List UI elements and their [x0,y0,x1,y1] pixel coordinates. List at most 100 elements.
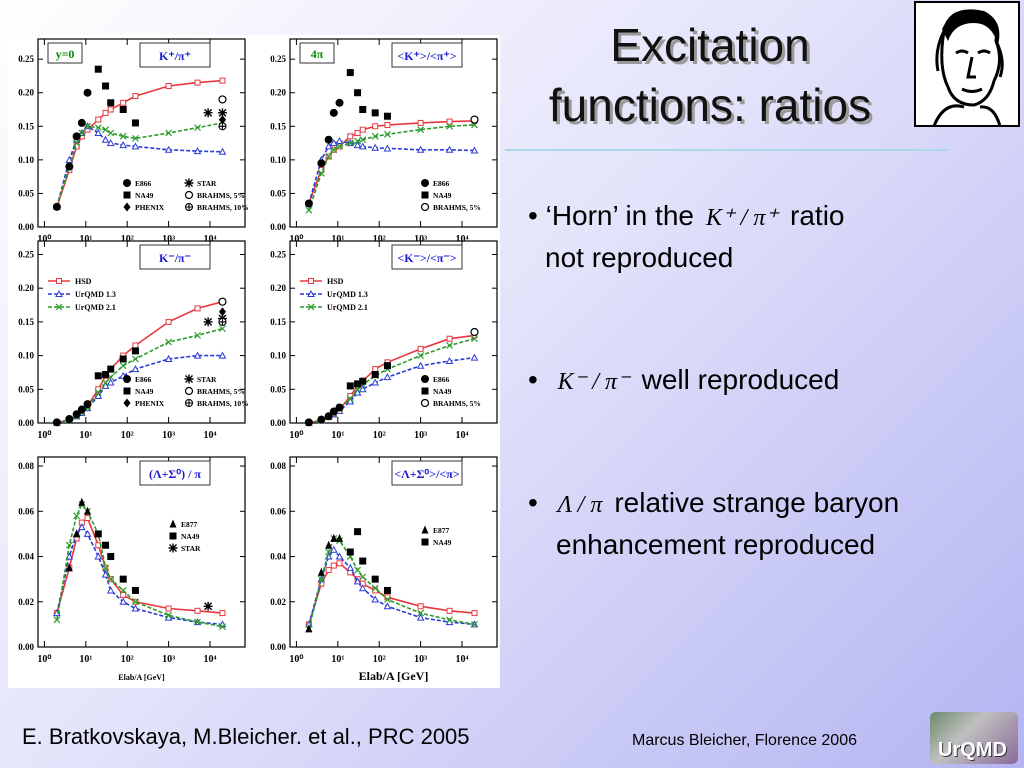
model-point [336,560,343,567]
x-tick-label: 10⁴ [456,430,469,441]
legend-marker [307,303,315,311]
data-point [72,132,81,141]
data-point [203,317,213,327]
x-tick-label: 10¹ [331,234,344,245]
bullet-text: enhancement reproduced [556,529,876,560]
legend-marker [184,178,194,188]
legend-label: UrQMD 2.1 [75,303,116,312]
y-tick-label: 0.15 [270,121,286,131]
data-point [77,405,86,414]
x-axis-label: Elab/A [GeV] [359,669,429,683]
x-tick-label: 10³ [162,234,175,245]
model-point [106,378,115,386]
legend-label: UrQMD 2.1 [327,303,368,312]
data-point [52,418,61,427]
legend-marker [420,398,430,408]
data-point [119,575,127,583]
model-point [73,512,81,520]
data-point [317,567,325,576]
data-point [83,88,92,97]
x-tick-label: 10⁰ [289,234,303,245]
panel-tag: 4π [311,47,324,61]
bullet-math: K⁻ / π⁻ [557,369,630,395]
model-point [194,124,201,132]
panel-label: <Λ+Σ⁰>/<π> [394,467,460,481]
y-tick-label: 0.25 [270,249,286,259]
model-point [132,598,139,606]
y-tick-label: 0.15 [18,317,34,327]
x-tick-label: 10³ [414,234,427,245]
footer-author: Marcus Bleicher, Florence 2006 [632,732,857,749]
legend-label: UrQMD 1.3 [75,290,116,299]
data-point [131,347,139,355]
panel-label-box [139,244,211,270]
model-point [94,124,102,132]
bullet-text: relative strange baryon [614,487,900,518]
y-tick-label: 0.15 [270,317,286,327]
plot-frame [289,456,498,648]
model-point [101,570,110,578]
data-point [346,548,354,556]
model-point [53,616,61,624]
legend-label: BRAHMS, 5% [197,191,245,200]
model-point [383,144,392,152]
model-point [102,564,109,572]
data-point [371,575,379,583]
legend-label: E866 [135,179,152,188]
model-point [193,147,202,155]
slide-title: Excitation [610,19,810,71]
legend-marker [308,278,314,284]
model-point [336,143,343,150]
model-point [471,620,478,628]
legend-label: NA49 [135,387,154,396]
model-point [417,119,424,126]
y-tick-label: 0.05 [18,188,34,198]
legend-marker [123,202,131,212]
model-point [193,351,202,359]
model-point [194,79,201,86]
legend-label: NA49 [135,191,154,200]
legend-marker [123,387,131,395]
model-point [95,116,102,123]
model-point [446,122,453,130]
legend-label: STAR [181,544,201,553]
model-point [416,145,425,153]
data-point [52,202,61,211]
x-tick-label: 10⁰ [289,654,303,665]
data-point [94,372,102,380]
legend-marker [421,387,429,395]
x-tick-label: 10¹ [331,654,344,665]
data-point [324,135,333,144]
model-point [107,129,115,137]
x-tick-label: 10¹ [79,654,92,665]
legend-label: STAR [197,179,217,188]
model-point [371,143,380,151]
model-point [132,134,139,142]
data-point [371,109,379,117]
legend-label: HSD [327,277,344,286]
data-point [383,112,391,120]
legend-marker [169,519,177,528]
y-tick-label: 0.00 [270,222,286,232]
panel-label: K⁻/π⁻ [159,251,191,265]
model-point [417,345,424,352]
y-tick-label: 0.00 [18,222,34,232]
data-point [218,95,227,104]
model-point [165,83,172,89]
model-point [120,591,127,598]
y-tick-label: 0.02 [270,597,286,607]
data-point [218,297,227,306]
bullet: • K⁻ / π⁻ well reproduced [528,364,840,395]
data-point [102,82,110,90]
data-point [107,365,115,373]
x-tick-label: 10⁰ [37,234,51,245]
model-point [346,397,355,405]
data-point [359,377,367,385]
data-point [383,362,391,370]
model-point [359,136,367,144]
model-point [194,618,201,626]
model-point [131,365,140,373]
bullet-text: ratio [790,200,845,231]
panel-label-box [139,42,211,68]
